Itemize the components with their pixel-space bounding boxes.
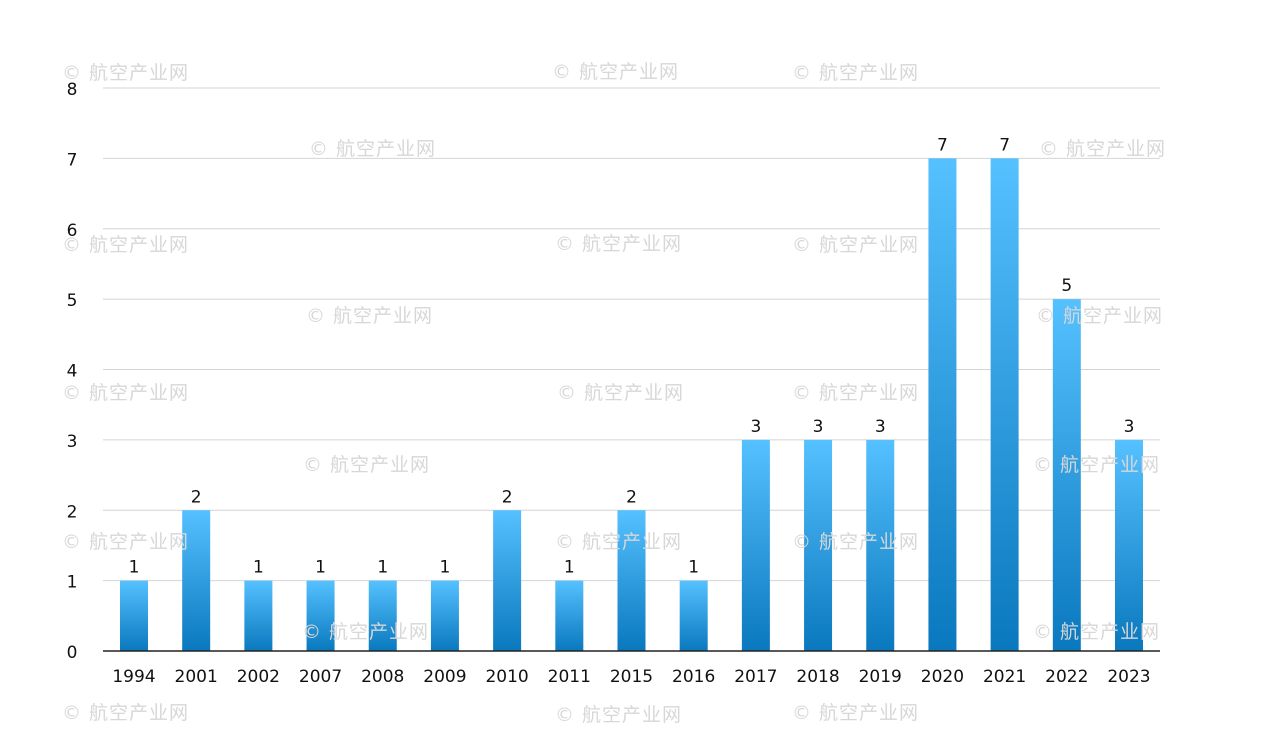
data-label: 2 (191, 487, 202, 507)
x-tick-label: 2010 (485, 667, 528, 687)
y-tick-label: 4 (67, 362, 78, 382)
x-tick-label: 1994 (112, 667, 155, 687)
data-label: 3 (875, 417, 886, 437)
y-tick-label: 5 (67, 291, 78, 311)
x-tick-label: 2023 (1107, 667, 1150, 687)
data-label: 1 (688, 558, 699, 578)
x-tick-label: 2022 (1045, 667, 1088, 687)
y-tick-label: 7 (67, 150, 78, 170)
data-label: 2 (502, 487, 513, 507)
data-label: 5 (1061, 276, 1072, 296)
data-label: 7 (999, 135, 1010, 155)
x-tick-label: 2021 (983, 667, 1026, 687)
data-label: 1 (315, 558, 326, 578)
bar-2020 (928, 158, 957, 651)
data-label: 1 (129, 558, 140, 578)
x-tick-label: 2011 (548, 667, 591, 687)
bar-1994 (120, 580, 148, 651)
data-label: 3 (813, 417, 824, 437)
bar-2010 (493, 510, 522, 651)
y-tick-label: 3 (67, 432, 78, 452)
bar-2011 (555, 580, 584, 651)
data-label: 2 (626, 487, 637, 507)
data-label: 1 (253, 558, 264, 578)
bar-2019 (866, 439, 895, 651)
bars (120, 158, 1143, 651)
y-tick-label: 6 (67, 221, 78, 241)
x-tick-label: 2002 (237, 667, 280, 687)
bar-2022 (1052, 299, 1081, 651)
x-tick-label: 2007 (299, 667, 342, 687)
bar-2021 (990, 158, 1019, 651)
x-tick-label: 2020 (921, 667, 964, 687)
y-tick-label: 1 (67, 573, 78, 593)
bar-2017 (741, 439, 770, 651)
bar-2002 (244, 580, 273, 651)
data-label: 3 (750, 417, 761, 437)
x-axis-ticks: 1994 2001 2002 2007 2008 2009 2010 2011 2015 2016… (112, 667, 1150, 687)
y-tick-label: 2 (67, 502, 78, 522)
bar-2015 (617, 510, 646, 651)
x-tick-label: 2017 (734, 667, 777, 687)
data-label: 1 (440, 558, 451, 578)
grid-lines (103, 87, 1160, 582)
x-tick-label: 2009 (423, 667, 466, 687)
bar-2001 (182, 510, 211, 651)
bar-2023 (1115, 439, 1143, 651)
x-tick-label: 2001 (175, 667, 218, 687)
data-label: 3 (1124, 417, 1135, 437)
x-tick-label: 2008 (361, 667, 404, 687)
y-tick-label: 8 (67, 80, 78, 100)
bar-2008 (368, 580, 397, 651)
x-tick-label: 2016 (672, 667, 715, 687)
y-tick-label: 0 (67, 643, 78, 663)
x-tick-label: 2019 (859, 667, 902, 687)
data-label: 7 (937, 135, 948, 155)
bar-2018 (804, 439, 833, 651)
data-label: 1 (564, 558, 575, 578)
x-tick-label: 2018 (796, 667, 839, 687)
data-label: 1 (377, 558, 388, 578)
bar-2007 (306, 580, 335, 651)
bar-2016 (679, 580, 708, 651)
y-axis-ticks: 0 1 2 3 4 5 6 7 8 (67, 80, 78, 663)
data-labels: 1 2 1 1 1 1 2 1 2 1 3 3 3 7 7 5 3 (129, 135, 1135, 577)
bar-2009 (430, 580, 459, 651)
x-tick-label: 2015 (610, 667, 653, 687)
